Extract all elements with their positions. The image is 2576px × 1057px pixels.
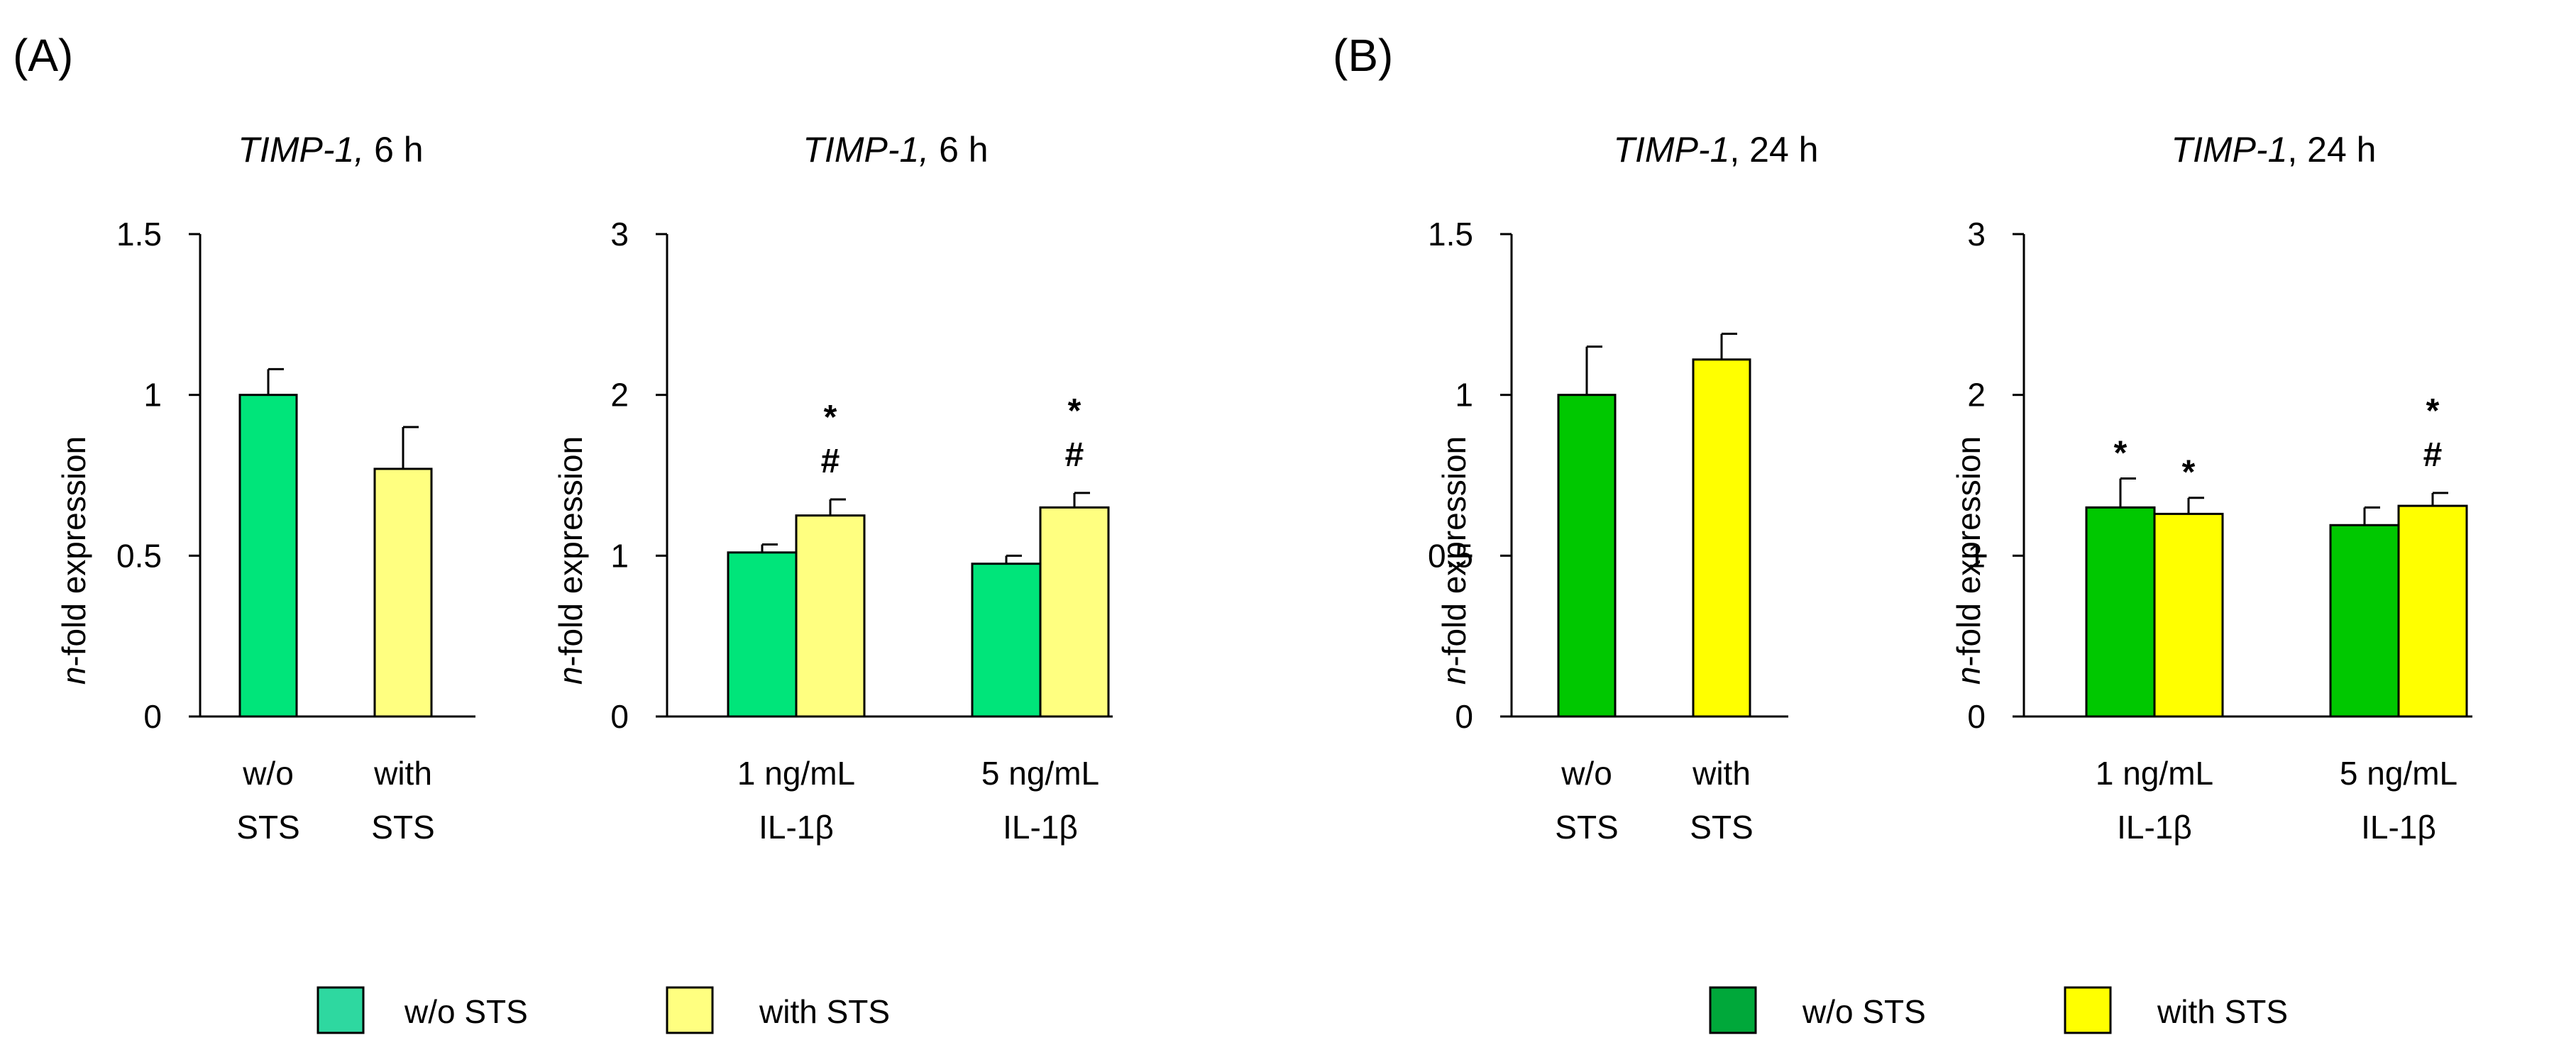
y-tick-label: 1 <box>1455 377 1473 414</box>
legend-label-with-sts: with STS <box>2157 993 2288 1030</box>
significance-hash: # <box>2423 436 2443 474</box>
legend-label-wo-sts: w/o STS <box>1802 993 1926 1030</box>
chart-a-6h-il1b: TIMP-1, 6 h n-fold expression 0 1 2 3 # * # * 1 … <box>552 130 1113 846</box>
chart-title: TIMP-1, 6 h <box>238 130 423 170</box>
significance-star: * <box>824 399 837 436</box>
chart-title: TIMP-1, 24 h <box>1613 130 1818 170</box>
x-category-label: 5 ng/mL <box>981 755 1099 792</box>
chart-title-gene: TIMP-1 <box>2171 130 2287 170</box>
legend-b: w/o STS with STS <box>1709 986 2288 1034</box>
y-tick-label: 0 <box>143 698 162 735</box>
chart-title-gene: TIMP-1, <box>238 130 364 170</box>
y-tick-label: 0 <box>1967 698 1986 735</box>
x-category-label: STS <box>236 809 299 846</box>
x-category-label: 1 ng/mL <box>737 755 855 792</box>
y-tick-label: 0.5 <box>1428 537 1473 574</box>
y-axis-label: n-fold expression <box>1436 436 1473 685</box>
significance-star: * <box>2426 392 2440 430</box>
chart-title-gene: TIMP-1 <box>1613 130 1729 170</box>
legend-label-wo-sts: w/o STS <box>404 993 528 1030</box>
y-axis-label-n: n <box>1950 667 1987 685</box>
x-category-label: STS <box>1690 809 1753 846</box>
x-category-label: with <box>1692 755 1751 792</box>
legend-label-with-sts: with STS <box>759 993 890 1030</box>
x-category-label: IL-1β <box>2361 809 2436 846</box>
bar <box>727 551 798 718</box>
legend-a: w/o STS with STS <box>317 986 890 1034</box>
chart-a-6h-sts: TIMP-1, 6 h n-fold expression 0 0.5 1 1.5 w/… <box>55 130 475 846</box>
bar <box>795 514 866 718</box>
y-axis-label-n: n <box>1436 667 1473 685</box>
y-tick-label: 1 <box>143 377 162 414</box>
legend-swatch-wo-sts <box>317 986 365 1034</box>
y-axis-label-rest: -fold expression <box>1436 436 1473 667</box>
x-category-label: IL-1β <box>759 809 834 846</box>
chart-title-gene: TIMP-1, <box>803 130 929 170</box>
chart-title-time: , 24 h <box>2287 130 2376 170</box>
significance-hash: # <box>821 443 840 480</box>
legend-swatch-with-sts <box>666 986 714 1034</box>
bar <box>2085 506 2156 718</box>
x-category-label: STS <box>371 809 434 846</box>
significance-star: * <box>2114 435 2128 472</box>
y-axis-label: n-fold expression <box>55 436 92 685</box>
bar <box>373 467 433 718</box>
y-tick-label: 0 <box>610 698 629 735</box>
bar <box>2153 512 2224 718</box>
y-axis-label-rest: -fold expression <box>1950 436 1987 667</box>
chart-b-24h-sts: TIMP-1, 24 h n-fold expression 0 0.5 1 1.5 w… <box>1428 130 1818 846</box>
y-axis-label: n-fold expression <box>1950 436 1987 685</box>
x-category-label: 1 ng/mL <box>2096 755 2213 792</box>
y-tick-label: 2 <box>1967 377 1986 414</box>
chart-title: TIMP-1, 24 h <box>2171 130 2376 170</box>
y-axis-label-n: n <box>552 667 589 685</box>
y-tick-label: 2 <box>610 377 629 414</box>
x-category-label: STS <box>1555 809 1618 846</box>
y-tick-label: 1.5 <box>116 216 162 253</box>
y-axis-label: n-fold expression <box>552 436 589 685</box>
significance-star: * <box>2182 454 2196 492</box>
chart-title-time: , 24 h <box>1729 130 1818 170</box>
chart-b-24h-il1b: TIMP-1, 24 h n-fold expression 0 1 2 3 * * # * 1… <box>1950 130 2472 846</box>
y-axis-label-n: n <box>55 667 92 685</box>
bar <box>1557 394 1617 718</box>
x-category-label: IL-1β <box>1003 809 1078 846</box>
bar <box>238 394 298 718</box>
significance-star: * <box>1068 392 1081 430</box>
x-category-label: w/o <box>242 755 294 792</box>
bar <box>971 563 1042 718</box>
y-tick-label: 3 <box>1967 216 1986 253</box>
y-tick-label: 1 <box>1967 537 1986 574</box>
y-tick-label: 0.5 <box>116 537 162 574</box>
x-category-label: 5 ng/mL <box>2340 755 2457 792</box>
y-tick-label: 3 <box>610 216 629 253</box>
y-tick-label: 1.5 <box>1428 216 1473 253</box>
chart-title-time: 6 h <box>374 130 424 170</box>
legend-swatch-wo-sts <box>1709 986 1757 1034</box>
bar <box>1692 358 1751 718</box>
chart-title: TIMP-1, 6 h <box>803 130 988 170</box>
x-category-label: IL-1β <box>2117 809 2192 846</box>
significance-hash: # <box>1065 436 1084 474</box>
legend-swatch-with-sts <box>2064 986 2112 1034</box>
x-category-label: with <box>373 755 432 792</box>
x-category-label: w/o <box>1561 755 1612 792</box>
y-tick-label: 0 <box>1455 698 1473 735</box>
y-axis-label-rest: -fold expression <box>552 436 589 667</box>
bar <box>1039 506 1110 718</box>
y-axis-label-rest: -fold expression <box>55 436 92 667</box>
y-tick-label: 1 <box>610 537 629 574</box>
panel-label-b: (B) <box>1333 30 1393 81</box>
panel-label-a: (A) <box>13 30 73 81</box>
bar <box>2329 524 2400 718</box>
bar <box>2397 504 2468 718</box>
chart-title-time: 6 h <box>939 130 989 170</box>
